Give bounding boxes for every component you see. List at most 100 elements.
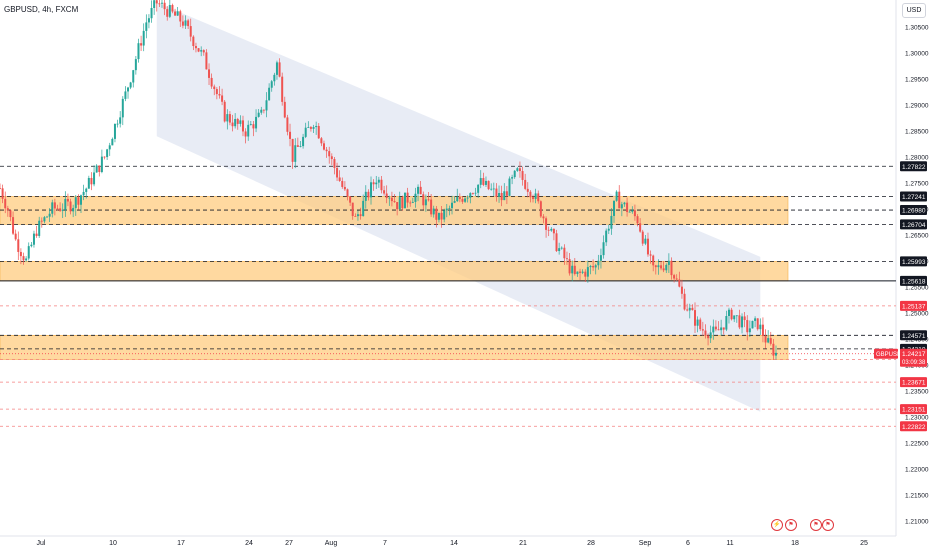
candle-body[interactable] [174, 11, 177, 16]
candle-body[interactable] [315, 125, 318, 128]
candle-body[interactable] [720, 327, 723, 331]
candle-body[interactable] [1, 188, 4, 199]
candle-body[interactable] [466, 197, 469, 199]
candle-body[interactable] [98, 165, 101, 173]
candle-body[interactable] [764, 335, 767, 343]
candle-body[interactable] [678, 279, 681, 287]
candle-body[interactable] [730, 309, 733, 320]
candle-body[interactable] [767, 338, 770, 343]
candle-body[interactable] [241, 120, 244, 132]
candle-body[interactable] [346, 189, 349, 197]
candle-body[interactable] [636, 216, 639, 224]
candle-body[interactable] [281, 76, 284, 102]
candle-body[interactable] [631, 210, 634, 212]
candle-body[interactable] [14, 233, 17, 240]
candle-body[interactable] [40, 220, 43, 222]
candle-body[interactable] [56, 208, 59, 210]
candle-body[interactable] [707, 335, 710, 339]
candle-body[interactable] [683, 293, 686, 310]
flag-icon[interactable]: ⚑ [822, 519, 834, 531]
candle-body[interactable] [670, 260, 673, 276]
candle-body[interactable] [127, 87, 130, 92]
candle-body[interactable] [205, 52, 208, 70]
candle-body[interactable] [66, 198, 69, 202]
candle-body[interactable] [289, 131, 292, 139]
candle-body[interactable] [168, 5, 171, 17]
price-axis[interactable] [896, 0, 932, 550]
candle-body[interactable] [662, 268, 665, 271]
candle-body[interactable] [341, 180, 344, 187]
candle-body[interactable] [772, 343, 775, 356]
candle-body[interactable] [505, 191, 508, 196]
candle-body[interactable] [383, 190, 386, 194]
candle-body[interactable] [79, 195, 82, 205]
candle-body[interactable] [95, 165, 98, 173]
price-level-label-box[interactable] [900, 191, 927, 202]
candle-body[interactable] [255, 116, 258, 129]
candle-body[interactable] [427, 199, 430, 201]
candle-body[interactable] [419, 186, 422, 195]
candle-body[interactable] [210, 77, 213, 87]
candle-body[interactable] [30, 244, 33, 247]
candle-body[interactable] [155, 0, 158, 4]
candle-body[interactable] [252, 124, 255, 129]
candle-body[interactable] [390, 197, 393, 202]
candle-body[interactable] [0, 188, 1, 189]
candle-body[interactable] [35, 233, 38, 236]
candle-body[interactable] [299, 146, 302, 147]
candle-body[interactable] [200, 50, 203, 52]
candle-body[interactable] [247, 124, 250, 137]
candle-body[interactable] [649, 254, 652, 256]
candle-body[interactable] [69, 201, 72, 212]
candle-body[interactable] [495, 188, 498, 197]
candle-body[interactable] [307, 127, 310, 128]
candle-body[interactable] [179, 11, 182, 22]
candle-body[interactable] [17, 239, 20, 252]
candle-body[interactable] [218, 94, 221, 96]
candle-body[interactable] [59, 208, 62, 211]
candle-body[interactable] [317, 125, 320, 139]
candle-body[interactable] [215, 89, 218, 95]
candle-body[interactable] [688, 307, 691, 311]
candle-body[interactable] [158, 3, 161, 5]
candle-body[interactable] [234, 118, 237, 127]
candle-body[interactable] [727, 309, 730, 317]
candle-body[interactable] [325, 149, 328, 152]
candle-body[interactable] [142, 30, 145, 46]
candle-body[interactable] [213, 86, 216, 90]
candle-body[interactable] [456, 197, 459, 202]
candle-body[interactable] [448, 208, 451, 209]
candle-body[interactable] [667, 260, 670, 265]
candle-body[interactable] [526, 188, 529, 192]
candle-body[interactable] [12, 217, 15, 234]
candle-body[interactable] [743, 316, 746, 321]
candle-body[interactable] [228, 114, 231, 123]
candle-body[interactable] [581, 271, 584, 273]
candle-body[interactable] [490, 188, 493, 190]
candle-body[interactable] [100, 156, 103, 173]
candle-body[interactable] [623, 202, 626, 205]
candle-body[interactable] [273, 74, 276, 82]
candle-body[interactable] [244, 131, 247, 137]
candle-body[interactable] [686, 309, 689, 311]
candle-body[interactable] [380, 179, 383, 191]
candle-body[interactable] [124, 91, 127, 99]
candle-body[interactable] [573, 265, 576, 275]
support-resistance-zone[interactable] [0, 335, 789, 360]
candle-body[interactable] [85, 188, 88, 192]
candle-body[interactable] [602, 242, 605, 256]
flag-icon[interactable]: ⚑ [785, 519, 797, 531]
symbol-tag-box[interactable] [874, 348, 898, 359]
candle-body[interactable] [275, 62, 278, 75]
candle-body[interactable] [48, 213, 51, 217]
candle-body[interactable] [61, 209, 64, 211]
candle-body[interactable] [90, 177, 93, 185]
candle-body[interactable] [709, 332, 712, 339]
candle-body[interactable] [202, 50, 205, 53]
candle-body[interactable] [249, 124, 252, 125]
candle-body[interactable] [680, 286, 683, 294]
candle-body[interactable] [236, 118, 239, 124]
candle-body[interactable] [761, 324, 764, 336]
candle-body[interactable] [43, 217, 46, 222]
candle-body[interactable] [756, 318, 759, 330]
